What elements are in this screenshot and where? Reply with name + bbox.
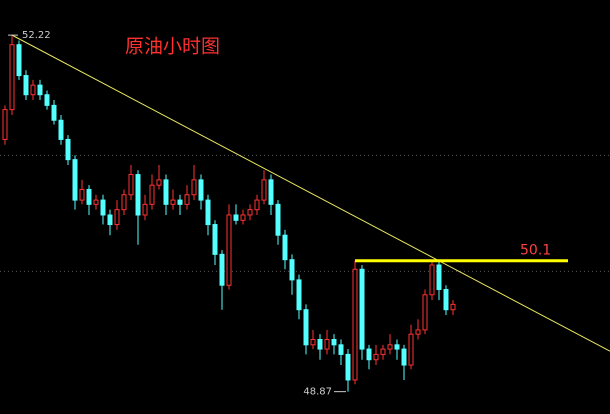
candle-body bbox=[100, 199, 106, 216]
candle-body bbox=[2, 109, 8, 140]
candle-body bbox=[128, 174, 134, 196]
candle-body bbox=[331, 339, 337, 346]
candle-body bbox=[37, 84, 43, 96]
candle-body bbox=[443, 288, 449, 311]
candle-body bbox=[184, 194, 190, 205]
candle-body bbox=[219, 253, 225, 286]
candle-body bbox=[247, 209, 253, 216]
candle-body bbox=[450, 303, 456, 311]
candle-body bbox=[121, 194, 127, 211]
candle-body bbox=[275, 203, 281, 236]
candle-body bbox=[72, 159, 78, 201]
candle-body bbox=[338, 344, 344, 355]
candle-body bbox=[135, 174, 141, 216]
candle-body bbox=[415, 329, 421, 335]
candle-body bbox=[9, 44, 15, 111]
candle-body bbox=[30, 84, 36, 96]
candle-body bbox=[429, 264, 435, 296]
candle-body bbox=[282, 234, 288, 261]
candle-body bbox=[366, 348, 372, 361]
candle-body bbox=[408, 333, 414, 366]
candle-body bbox=[310, 339, 316, 346]
candle-body bbox=[65, 138, 71, 161]
candle-body bbox=[401, 348, 407, 366]
candle-body bbox=[191, 179, 197, 196]
candle-body bbox=[422, 294, 428, 331]
candle-body bbox=[212, 224, 218, 255]
candle-body bbox=[261, 179, 267, 201]
candle-body bbox=[107, 214, 113, 226]
candle-body bbox=[44, 94, 50, 106]
candle-body bbox=[345, 353, 351, 381]
candle-body bbox=[233, 214, 239, 221]
candle-body bbox=[373, 353, 379, 361]
candle-body bbox=[240, 214, 246, 221]
candle-body bbox=[156, 179, 162, 186]
candle-body bbox=[23, 75, 29, 96]
candle-body bbox=[58, 119, 64, 140]
candle-body bbox=[324, 339, 330, 350]
candle-body bbox=[296, 279, 302, 311]
candle-body bbox=[380, 348, 386, 355]
candle-body bbox=[149, 184, 155, 205]
high-label: 52.22 bbox=[22, 30, 51, 41]
candle-body bbox=[86, 188, 92, 205]
candle-body bbox=[226, 214, 232, 286]
low-label: 48.87 bbox=[303, 387, 332, 398]
candle-body bbox=[114, 209, 120, 226]
candle-body bbox=[198, 179, 204, 201]
resistance-label: 50.1 bbox=[520, 243, 551, 259]
candle-body bbox=[93, 199, 99, 205]
candle-body bbox=[289, 259, 295, 281]
candle-body bbox=[170, 199, 176, 205]
candle-body bbox=[177, 199, 183, 205]
trendline bbox=[11, 34, 610, 352]
candle-body bbox=[163, 179, 169, 205]
candle-body bbox=[79, 188, 85, 201]
candle-body bbox=[16, 44, 22, 77]
chart-title: 原油小时图 bbox=[125, 36, 220, 58]
candle-body bbox=[142, 203, 148, 216]
candle-body bbox=[268, 179, 274, 205]
candle-body bbox=[387, 344, 393, 350]
candle-body bbox=[51, 104, 57, 121]
candle-body bbox=[394, 344, 400, 350]
candle-body bbox=[359, 268, 365, 350]
candle-body bbox=[254, 199, 260, 211]
candle-body bbox=[352, 268, 358, 381]
candle-body bbox=[205, 199, 211, 226]
candle-body bbox=[303, 309, 309, 346]
candle-body bbox=[317, 339, 323, 350]
candle-body bbox=[436, 264, 442, 290]
